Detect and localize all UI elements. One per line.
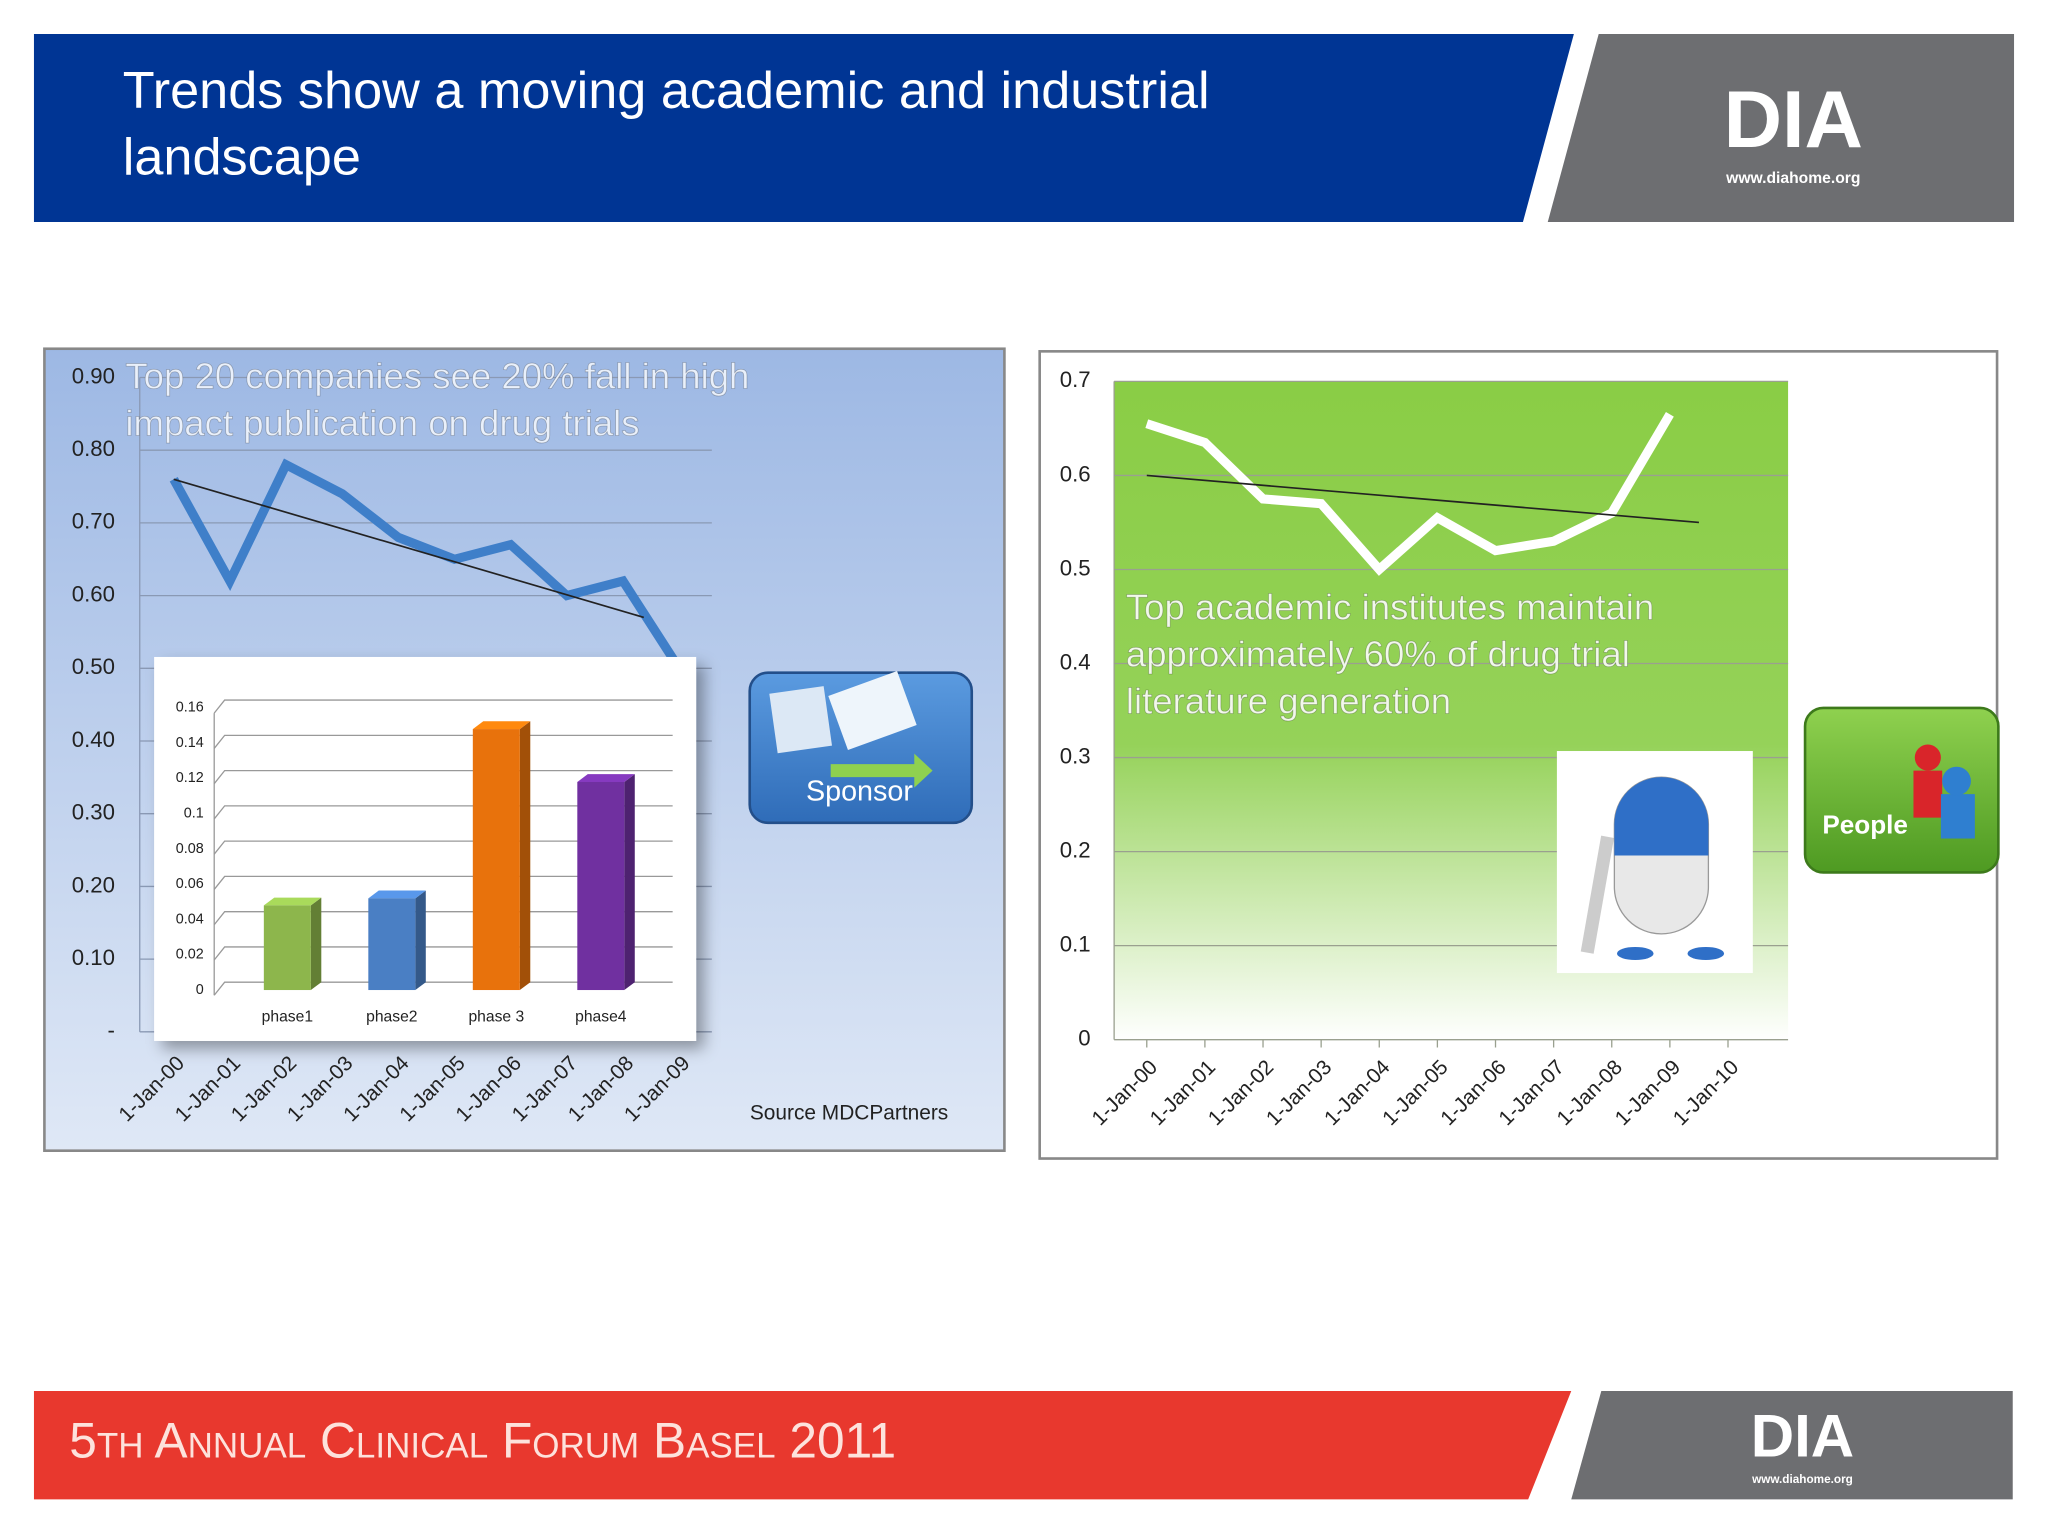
bar-side bbox=[624, 774, 635, 991]
x-tick-label: phase2 bbox=[366, 1009, 417, 1026]
bar bbox=[472, 729, 520, 991]
y-tick-label: 0.2 bbox=[1060, 837, 1091, 862]
annotation: Top academic institutes maintain bbox=[1126, 587, 1654, 628]
bar bbox=[577, 781, 625, 991]
y-tick-label: 0 bbox=[1078, 1026, 1090, 1051]
header-bar bbox=[33, 33, 1574, 223]
logo-url: www.diahome.org bbox=[1725, 170, 1860, 187]
y-tick-label: 0.50 bbox=[72, 654, 115, 679]
logo-bar bbox=[1547, 33, 2015, 223]
bar-top bbox=[577, 774, 635, 782]
badge-label: People bbox=[1822, 810, 1908, 840]
x-tick-label: phase 3 bbox=[468, 1009, 524, 1026]
badge-label: Sponsor bbox=[806, 775, 913, 807]
y-tick-label: 0.7 bbox=[1060, 367, 1091, 392]
y-tick-label: 0.4 bbox=[1060, 649, 1091, 674]
source: Source MDCPartners bbox=[750, 1102, 948, 1125]
y-tick-label: 0.06 bbox=[176, 876, 204, 892]
inset-chart: 0 0.02 0.04 0.06 0.08 0.1 0.12 0.14 0.16 phase1 ph… bbox=[154, 656, 697, 1041]
bar-top bbox=[472, 721, 531, 730]
annotation: literature generation bbox=[1126, 681, 1451, 722]
bar bbox=[368, 898, 416, 991]
y-tick-label: 0.6 bbox=[1060, 461, 1091, 486]
y-tick-label: 0.5 bbox=[1060, 555, 1091, 580]
y-tick-label: 0.1 bbox=[184, 806, 204, 822]
y-tick-label: 0.40 bbox=[72, 727, 115, 752]
bar-side bbox=[310, 897, 322, 991]
y-tick-label: 0.02 bbox=[176, 947, 204, 963]
footer-logo-bar bbox=[1571, 1391, 2013, 1500]
footer-text: 5th Annual Clinical Forum Basel 2011 bbox=[69, 1413, 896, 1469]
grid-line bbox=[213, 699, 673, 714]
logo-name: DIA bbox=[1724, 75, 1863, 165]
logo-url: www.diahome.org bbox=[1751, 1473, 1853, 1486]
y-tick-label: 0.60 bbox=[72, 581, 115, 606]
annotation: impact publication on drug trials bbox=[125, 402, 639, 443]
y-tick-label: 0.1 bbox=[1060, 931, 1091, 956]
trendline bbox=[1146, 474, 1700, 524]
trendline bbox=[173, 478, 645, 619]
bar bbox=[263, 905, 311, 991]
y-tick-label: 0.10 bbox=[72, 945, 115, 970]
y-tick-label: 0.16 bbox=[176, 700, 204, 716]
y-tick-label: 0.12 bbox=[176, 770, 204, 786]
data-line bbox=[1145, 411, 1674, 576]
people-badge: People bbox=[1803, 706, 2000, 874]
bar-top bbox=[263, 897, 322, 906]
bar-side bbox=[415, 890, 426, 991]
bar-side bbox=[519, 721, 531, 991]
footer-bar bbox=[33, 1391, 1572, 1500]
title: Trends show a moving academic and indust… bbox=[123, 62, 1210, 120]
y-tick-label: 0.14 bbox=[176, 735, 204, 751]
y-tick-label: 0.80 bbox=[72, 436, 115, 461]
pill-picture bbox=[1556, 751, 1753, 974]
y-tick-label: 0.90 bbox=[72, 363, 115, 388]
y-tick-label: 0 bbox=[196, 982, 204, 998]
y-tick-label: 0.20 bbox=[72, 872, 115, 897]
x-tick-label: phase4 bbox=[575, 1009, 627, 1026]
y-tick-label: 0.04 bbox=[176, 911, 204, 927]
sponsor-badge: Sponsor bbox=[748, 671, 974, 825]
annotation: Top 20 companies see 20% fall in high bbox=[125, 355, 749, 396]
right-chart: 00.10.20.30.40.50.60.71-Jan-001-Jan-011-… bbox=[1038, 350, 1999, 1160]
annotation: approximately 60% of drug trial bbox=[1126, 634, 1630, 675]
y-tick-label: 0.08 bbox=[176, 841, 204, 857]
data-line bbox=[169, 458, 684, 671]
logo-name: DIA bbox=[1751, 1403, 1854, 1470]
y-tick-label: - bbox=[108, 1018, 115, 1043]
title: landscape bbox=[123, 128, 361, 186]
y-tick-label: 0.70 bbox=[72, 509, 115, 534]
x-tick-label: phase1 bbox=[262, 1009, 313, 1026]
y-tick-label: 0.30 bbox=[72, 800, 115, 825]
y-tick-label: 0.3 bbox=[1060, 743, 1091, 768]
bar-top bbox=[368, 890, 426, 899]
